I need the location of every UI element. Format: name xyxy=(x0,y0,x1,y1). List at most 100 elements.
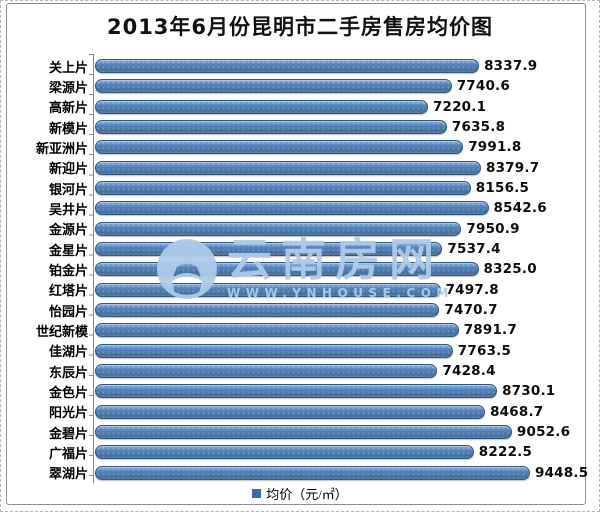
value-label: 9448.5 xyxy=(535,464,589,481)
bar-row: 红塔片 7497.8 xyxy=(4,280,595,300)
bar xyxy=(95,221,462,236)
category-label: 金星片 xyxy=(48,242,88,258)
bar-row: 高新片 7220.1 xyxy=(4,97,595,117)
bar-track: 7991.8 xyxy=(95,139,595,155)
value-label: 8542.6 xyxy=(493,200,547,217)
bar xyxy=(95,160,481,175)
bar-track: 7497.8 xyxy=(95,282,595,298)
bar-row: 银河片 8156.5 xyxy=(4,178,595,198)
category-label: 翠湖片 xyxy=(48,466,88,482)
value-label: 7428.4 xyxy=(442,363,496,380)
bar-row: 阳光片 8468.7 xyxy=(4,402,595,422)
bar xyxy=(95,425,512,440)
bar xyxy=(95,201,489,216)
bar-row: 吴井片 8542.6 xyxy=(4,198,595,218)
value-label: 7891.7 xyxy=(463,322,517,339)
bar-row: 新模片 7635.8 xyxy=(4,117,595,137)
bar xyxy=(95,384,498,399)
value-label: 7470.7 xyxy=(444,302,498,319)
bar-track: 7763.5 xyxy=(95,343,595,359)
bar xyxy=(95,303,440,318)
category-label: 吴井片 xyxy=(48,201,88,217)
bar-row: 金碧片 9052.6 xyxy=(4,422,595,442)
bar-row: 佳湖片 7763.5 xyxy=(4,341,595,361)
bar-track: 7428.4 xyxy=(95,363,595,379)
value-label: 7497.8 xyxy=(445,281,499,298)
category-label: 新迎片 xyxy=(48,161,88,177)
value-label: 7220.1 xyxy=(432,98,487,115)
bar xyxy=(95,120,447,135)
value-label: 7635.8 xyxy=(451,119,506,136)
bar-track: 9052.6 xyxy=(95,424,595,440)
value-label: 7740.6 xyxy=(456,78,510,95)
legend: 均价（元/㎡） xyxy=(1,484,599,503)
bar-track: 8379.7 xyxy=(95,160,595,176)
bar-track: 8222.5 xyxy=(95,444,595,460)
bar-row: 新亚洲片 7991.8 xyxy=(4,137,595,157)
category-label: 银河片 xyxy=(48,181,88,197)
legend-marker-icon xyxy=(252,489,262,498)
chart-title: 2013年6月份昆明市二手房售房均价图 xyxy=(106,15,494,39)
value-label: 8337.9 xyxy=(484,58,538,75)
bar-row: 新迎片 8379.7 xyxy=(4,158,595,178)
category-label: 梁源片 xyxy=(48,79,88,95)
bar-rows: 关上片 8337.9 梁源片 7740.6 高新片 7220.1 新模片 7635.8 新亚洲片… xyxy=(4,56,595,483)
category-label: 红塔片 xyxy=(48,283,88,299)
category-label: 新模片 xyxy=(48,120,88,136)
bar-row: 世纪新模 7891.7 xyxy=(4,320,595,340)
bar-track: 7537.4 xyxy=(95,241,595,257)
category-label: 高新片 xyxy=(48,100,88,116)
plot-area: 关上片 8337.9 梁源片 7740.6 高新片 7220.1 新模片 7635.8 新亚洲片… xyxy=(4,54,595,483)
bar xyxy=(95,323,459,338)
bar xyxy=(95,59,480,74)
value-label: 7991.8 xyxy=(468,139,522,156)
bar-row: 翠湖片 9448.5 xyxy=(4,463,595,483)
bar-track: 7950.9 xyxy=(95,221,595,237)
bar-row: 金源片 7950.9 xyxy=(4,219,595,239)
category-label: 金碧片 xyxy=(48,425,88,441)
bar xyxy=(95,404,486,419)
legend-label: 均价（元/㎡） xyxy=(266,487,348,502)
bar xyxy=(95,465,530,480)
value-label: 8379.7 xyxy=(486,159,540,176)
category-label: 金色片 xyxy=(48,384,88,400)
bar xyxy=(95,242,443,257)
bar-track: 7220.1 xyxy=(95,99,595,115)
bar-row: 怡园片 7470.7 xyxy=(4,300,595,320)
value-label: 7537.4 xyxy=(447,241,501,258)
value-label: 8730.1 xyxy=(502,383,556,400)
value-label: 8156.5 xyxy=(475,180,530,197)
bar xyxy=(95,445,474,460)
bar-row: 关上片 8337.9 xyxy=(4,56,595,76)
bar-track: 7740.6 xyxy=(95,78,595,94)
bar-track: 7635.8 xyxy=(95,119,595,135)
value-label: 7950.9 xyxy=(466,220,520,237)
bar-track: 8730.1 xyxy=(95,383,595,399)
category-label: 东辰片 xyxy=(48,364,88,380)
bar-track: 8325.0 xyxy=(95,261,595,277)
category-label: 金源片 xyxy=(48,222,88,238)
bar xyxy=(95,181,471,196)
bar xyxy=(95,282,441,297)
value-label: 8468.7 xyxy=(490,403,544,420)
category-label: 关上片 xyxy=(48,59,88,75)
chart-frame xyxy=(6,3,586,505)
category-label: 佳湖片 xyxy=(48,344,88,360)
bar xyxy=(95,262,479,277)
bar-track: 7891.7 xyxy=(95,322,595,338)
category-label: 怡园片 xyxy=(48,303,88,319)
y-axis-ticks xyxy=(89,54,93,483)
bar-row: 铂金片 8325.0 xyxy=(4,259,595,279)
bar-track: 8156.5 xyxy=(95,180,595,196)
bar xyxy=(95,343,453,358)
bar xyxy=(95,99,428,114)
category-label: 铂金片 xyxy=(48,262,88,278)
category-label: 新亚洲片 xyxy=(35,140,88,156)
bar-track: 7470.7 xyxy=(95,302,595,318)
bar-row: 金色片 8730.1 xyxy=(4,381,595,401)
bar-track: 9448.5 xyxy=(95,465,595,481)
category-label: 世纪新模 xyxy=(35,323,88,339)
bar-row: 金星片 7537.4 xyxy=(4,239,595,259)
bar-row: 梁源片 7740.6 xyxy=(4,76,595,96)
